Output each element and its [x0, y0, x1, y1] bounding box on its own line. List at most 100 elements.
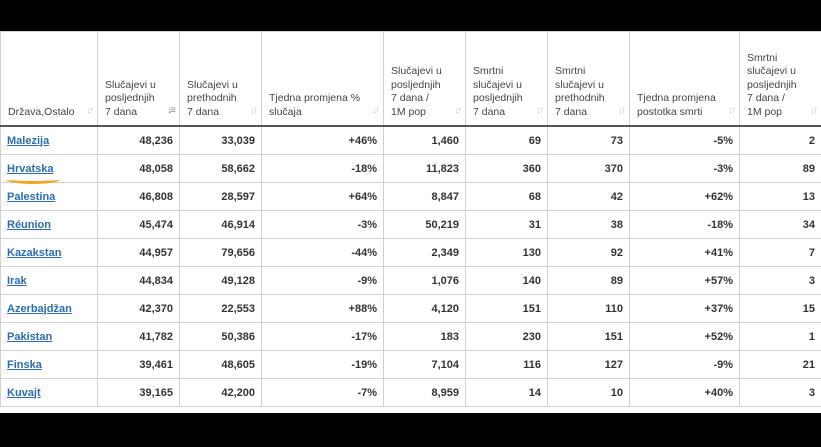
table-row: Pakistan 41,782 50,386 -17% 183 230 151 … — [0, 322, 821, 351]
death-change-cell: +40% — [629, 378, 740, 407]
case-change-cell: +46% — [261, 125, 384, 155]
deaths-prev-7-cell: 38 — [547, 210, 630, 239]
country-cell: Irak — [0, 266, 98, 295]
deaths-per-1m-cell: 7 — [739, 238, 821, 267]
country-link[interactable]: Palestina — [7, 190, 56, 203]
deaths-per-1m-cell: 1 — [739, 322, 821, 351]
deaths-last-7-cell: 69 — [465, 125, 548, 155]
death-change-cell: -3% — [629, 154, 740, 183]
header-cases-previous-7-days[interactable]: Slučajevi u prethodnih 7 dana ↓↑ — [179, 31, 262, 127]
deaths-last-7-cell: 360 — [465, 154, 548, 183]
table-row: Azerbajdžan 42,370 22,553 +88% 4,120 151… — [0, 294, 821, 323]
cases-prev-7-cell: 79,656 — [179, 238, 262, 267]
cases-last-7-cell: 45,474 — [97, 210, 180, 239]
case-change-cell: -19% — [261, 350, 384, 379]
cases-last-7-cell: 39,165 — [97, 378, 180, 407]
table-row: Réunion 45,474 46,914 -3% 50,219 31 38 -… — [0, 210, 821, 239]
header-deaths-last-7-days[interactable]: Smrtni slučajevi u posljednjih 7 dana ↓↑ — [465, 31, 548, 127]
deaths-prev-7-cell: 89 — [547, 266, 630, 295]
sort-icon: ↓↑ — [454, 104, 462, 116]
header-deaths-previous-7-days-label: Smrtni slučajevi u prethodnih 7 dana — [555, 65, 605, 118]
cases-last-7-cell: 46,808 — [97, 182, 180, 211]
country-link[interactable]: Pakistan — [7, 330, 53, 343]
case-change-cell: -9% — [261, 266, 384, 295]
case-change-cell: -7% — [261, 378, 384, 407]
table-row: Hrvatska 48,058 58,662 -18% 11,823 360 3… — [0, 154, 821, 184]
death-change-cell: -5% — [629, 125, 740, 155]
deaths-prev-7-cell: 42 — [547, 182, 630, 211]
table-row: Finska 39,461 48,605 -19% 7,104 116 127 … — [0, 350, 821, 379]
cases-prev-7-cell: 33,039 — [179, 125, 262, 155]
header-cases-last-7-days[interactable]: Slučajevi u posljednjih 7 dana ↓≡ — [97, 31, 180, 127]
country-link[interactable]: Réunion — [7, 218, 51, 231]
header-weekly-case-change[interactable]: Tjedna promjena % slučaja ↓↑ — [261, 31, 384, 127]
country-link[interactable]: Azerbajdžan — [7, 302, 72, 315]
table-header-row: Država,Ostalo ↓↑ Slučajevi u posljednjih … — [0, 31, 821, 127]
deaths-last-7-cell: 230 — [465, 322, 548, 351]
cases-prev-7-cell: 48,605 — [179, 350, 262, 379]
cases-last-7-cell: 48,236 — [97, 125, 180, 155]
sort-desc-icon: ↓≡ — [167, 104, 176, 116]
country-cell: Hrvatska — [0, 154, 98, 184]
cases-prev-7-cell: 42,200 — [179, 378, 262, 407]
cases-per-1m-cell: 1,076 — [383, 266, 466, 295]
death-change-cell: +62% — [629, 182, 740, 211]
death-change-cell: +41% — [629, 238, 740, 267]
country-link[interactable]: Malezija — [7, 134, 50, 147]
table-row: Palestina 46,808 28,597 +64% 8,847 68 42… — [0, 182, 821, 211]
cases-per-1m-cell: 7,104 — [383, 350, 466, 379]
death-change-cell: +37% — [629, 294, 740, 323]
country-link[interactable]: Kuvajt — [7, 386, 41, 399]
data-table-container: Država,Ostalo ↓↑ Slučajevi u posljednjih … — [0, 31, 821, 413]
sort-icon: ↓↑ — [728, 104, 736, 116]
cases-per-1m-cell: 50,219 — [383, 210, 466, 239]
deaths-last-7-cell: 140 — [465, 266, 548, 295]
header-cases-per-1m[interactable]: Slučajevi u posljednjih 7 dana / 1M pop ↓… — [383, 31, 466, 127]
cases-per-1m-cell: 183 — [383, 322, 466, 351]
cases-prev-7-cell: 50,386 — [179, 322, 262, 351]
country-cell: Azerbajdžan — [0, 294, 98, 323]
header-country-label: Država,Ostalo — [8, 105, 75, 118]
header-cases-previous-7-days-label: Slučajevi u prethodnih 7 dana — [187, 78, 238, 118]
cases-prev-7-cell: 22,553 — [179, 294, 262, 323]
deaths-prev-7-cell: 127 — [547, 350, 630, 379]
case-change-cell: +64% — [261, 182, 384, 211]
deaths-last-7-cell: 151 — [465, 294, 548, 323]
deaths-prev-7-cell: 151 — [547, 322, 630, 351]
death-change-cell: -9% — [629, 350, 740, 379]
cases-per-1m-cell: 2,349 — [383, 238, 466, 267]
country-cell: Malezija — [0, 125, 98, 155]
cases-per-1m-cell: 8,959 — [383, 378, 466, 407]
deaths-prev-7-cell: 92 — [547, 238, 630, 267]
covid-stats-table: Država,Ostalo ↓↑ Slučajevi u posljednjih … — [0, 31, 821, 407]
cases-per-1m-cell: 1,460 — [383, 125, 466, 155]
cases-per-1m-cell: 8,847 — [383, 182, 466, 211]
country-link[interactable]: Finska — [7, 358, 42, 371]
case-change-cell: -18% — [261, 154, 384, 183]
country-cell: Kazakstan — [0, 238, 98, 267]
deaths-last-7-cell: 68 — [465, 182, 548, 211]
country-link[interactable]: Irak — [7, 274, 27, 287]
header-deaths-per-1m[interactable]: Smrtni slučajevi u posljednjih 7 dana / … — [739, 31, 821, 127]
case-change-cell: -44% — [261, 238, 384, 267]
header-country[interactable]: Država,Ostalo ↓↑ — [0, 31, 98, 127]
case-change-cell: +88% — [261, 294, 384, 323]
cases-prev-7-cell: 28,597 — [179, 182, 262, 211]
header-cases-last-7-days-label: Slučajevi u posljednjih 7 dana — [105, 78, 156, 118]
header-weekly-death-change[interactable]: Tjedna promjena postotka smrti ↓↑ — [629, 31, 740, 127]
cases-prev-7-cell: 49,128 — [179, 266, 262, 295]
country-link[interactable]: Hrvatska — [7, 162, 54, 175]
country-link[interactable]: Kazakstan — [7, 246, 62, 259]
header-deaths-previous-7-days[interactable]: Smrtni slučajevi u prethodnih 7 dana ↓↑ — [547, 31, 630, 127]
deaths-prev-7-cell: 73 — [547, 125, 630, 155]
country-cell: Réunion — [0, 210, 98, 239]
header-deaths-last-7-days-label: Smrtni slučajevi u posljednjih 7 dana — [473, 65, 523, 118]
cases-last-7-cell: 44,834 — [97, 266, 180, 295]
cases-prev-7-cell: 58,662 — [179, 154, 262, 183]
death-change-cell: +57% — [629, 266, 740, 295]
header-weekly-death-change-label: Tjedna promjena postotka smrti — [637, 92, 716, 118]
cases-last-7-cell: 41,782 — [97, 322, 180, 351]
deaths-last-7-cell: 116 — [465, 350, 548, 379]
deaths-per-1m-cell: 3 — [739, 266, 821, 295]
deaths-last-7-cell: 130 — [465, 238, 548, 267]
